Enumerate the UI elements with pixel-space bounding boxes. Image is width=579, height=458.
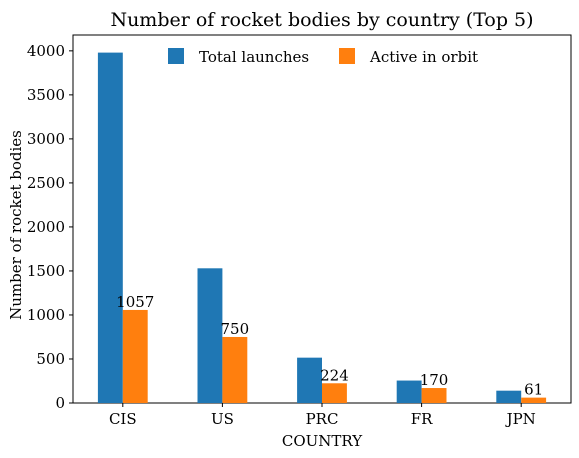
x-tick-label: JPN xyxy=(505,410,536,428)
bar-total-launches-fr xyxy=(396,380,422,403)
legend-label-total-launches: Total launches xyxy=(199,48,309,66)
data-label-fr: 170 xyxy=(420,371,449,389)
x-axis-label: COUNTRY xyxy=(282,432,363,450)
data-label-cis: 1057 xyxy=(116,293,154,311)
legend-swatch-total-launches xyxy=(168,48,184,64)
y-tick-label: 0 xyxy=(55,394,65,412)
y-tick-label: 1500 xyxy=(27,262,65,280)
y-tick-label: 4000 xyxy=(27,42,65,60)
bar-total-launches-jpn xyxy=(496,390,522,403)
bar-active-in-orbit-fr xyxy=(421,388,447,403)
y-tick-label: 2500 xyxy=(27,174,65,192)
data-label-us: 750 xyxy=(221,320,250,338)
data-label-jpn: 61 xyxy=(524,381,543,399)
x-tick-label: CIS xyxy=(109,410,137,428)
bar-active-in-orbit-us xyxy=(222,336,248,403)
y-axis-label: Number of rocket bodies xyxy=(7,130,25,320)
bar-total-launches-cis xyxy=(97,52,123,403)
data-label-prc: 224 xyxy=(320,366,349,384)
x-tick-label: US xyxy=(211,410,234,428)
y-tick-label: 3000 xyxy=(27,130,65,148)
legend: Total launches Active in orbit xyxy=(168,48,478,66)
legend-label-active-in-orbit: Active in orbit xyxy=(369,48,478,66)
y-tick-label: 500 xyxy=(36,350,65,368)
y-tick-label: 2000 xyxy=(27,218,65,236)
chart-title: Number of rocket bodies by country (Top … xyxy=(110,9,533,31)
bar-active-in-orbit-cis xyxy=(122,309,148,403)
legend-swatch-active-in-orbit xyxy=(339,48,355,64)
bar-active-in-orbit-prc xyxy=(322,383,347,403)
y-tick-label: 3500 xyxy=(27,86,65,104)
x-tick-label: FR xyxy=(411,410,433,428)
x-tick-label: PRC xyxy=(306,410,339,428)
y-tick-label: 1000 xyxy=(27,306,65,324)
bar-active-in-orbit-jpn xyxy=(521,397,547,403)
plot-area: 0 500 1000 1500 2000 2500 3000 3500 4000 1057 CIS 7… xyxy=(27,34,572,428)
bar-total-launches-us xyxy=(197,268,223,403)
bar-total-launches-prc xyxy=(297,357,322,403)
